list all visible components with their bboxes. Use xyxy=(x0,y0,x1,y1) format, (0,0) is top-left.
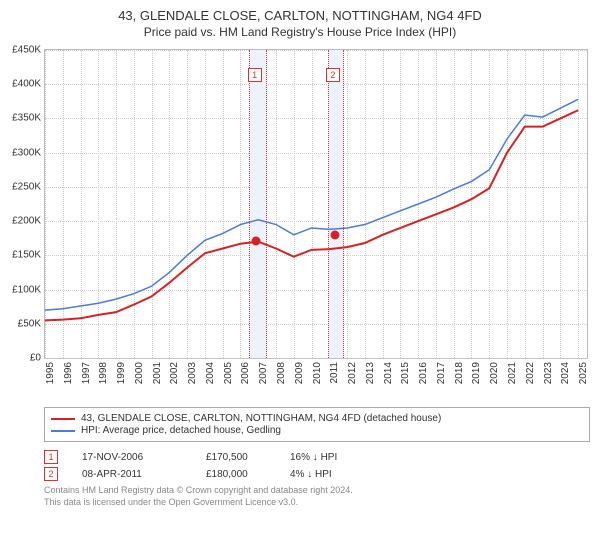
sale-index: 2 xyxy=(44,467,58,481)
x-tick-label: 2012 xyxy=(347,362,358,384)
sale-marker xyxy=(252,237,261,246)
y-tick-label: £50K xyxy=(18,318,41,329)
x-tick-label: 2003 xyxy=(187,362,198,384)
x-tick-label: 2006 xyxy=(240,362,251,384)
x-tick-label: 2021 xyxy=(507,362,518,384)
sales-table: 1 17-NOV-2006 £170,500 16% ↓ HPI 2 08-APR-201… xyxy=(44,450,590,481)
price-chart: £0£50K£100K£150K£200K£250K£300K£350K£400… xyxy=(44,43,588,403)
x-tick-label: 2025 xyxy=(578,362,589,384)
x-tick-label: 2018 xyxy=(454,362,465,384)
x-tick-label: 2014 xyxy=(383,362,394,384)
x-tick-label: 2015 xyxy=(400,362,411,384)
y-tick-label: £400K xyxy=(12,79,41,90)
x-tick-label: 1998 xyxy=(98,362,109,384)
page-title: 43, GLENDALE CLOSE, CARLTON, NOTTINGHAM,… xyxy=(8,8,592,23)
sale-price: £170,500 xyxy=(206,452,266,463)
x-tick-label: 2002 xyxy=(169,362,180,384)
legend-label: HPI: Average price, detached house, Gedl… xyxy=(81,425,281,436)
sale-marker xyxy=(330,230,339,239)
sale-index: 1 xyxy=(44,450,58,464)
x-tick-label: 2000 xyxy=(134,362,145,384)
footer-line: Contains HM Land Registry data © Crown c… xyxy=(44,485,590,497)
x-tick-label: 2023 xyxy=(543,362,554,384)
x-tick-label: 2020 xyxy=(489,362,500,384)
footer-attribution: Contains HM Land Registry data © Crown c… xyxy=(44,485,590,508)
legend-swatch xyxy=(51,418,75,420)
page-subtitle: Price paid vs. HM Land Registry's House … xyxy=(8,25,592,39)
footer-line: This data is licensed under the Open Gov… xyxy=(44,497,590,509)
series-line xyxy=(45,110,578,320)
legend-item: 43, GLENDALE CLOSE, CARLTON, NOTTINGHAM,… xyxy=(51,413,583,424)
legend: 43, GLENDALE CLOSE, CARLTON, NOTTINGHAM,… xyxy=(44,407,590,442)
x-tick-label: 2024 xyxy=(560,362,571,384)
x-tick-label: 2005 xyxy=(223,362,234,384)
y-tick-label: £300K xyxy=(12,147,41,158)
x-tick-label: 1996 xyxy=(63,362,74,384)
x-tick-label: 2017 xyxy=(436,362,447,384)
gridline xyxy=(45,358,587,359)
y-tick-label: £450K xyxy=(12,45,41,56)
y-tick-label: £350K xyxy=(12,113,41,124)
legend-label: 43, GLENDALE CLOSE, CARLTON, NOTTINGHAM,… xyxy=(81,413,441,424)
x-tick-label: 2007 xyxy=(258,362,269,384)
y-tick-label: £200K xyxy=(12,216,41,227)
x-tick-label: 2011 xyxy=(329,362,340,384)
x-tick-label: 1997 xyxy=(81,362,92,384)
x-tick-label: 1999 xyxy=(116,362,127,384)
x-tick-label: 2016 xyxy=(418,362,429,384)
x-tick-label: 2008 xyxy=(276,362,287,384)
legend-swatch xyxy=(51,430,75,432)
x-tick-label: 2022 xyxy=(525,362,536,384)
sale-date: 08-APR-2011 xyxy=(82,469,182,480)
y-tick-label: £100K xyxy=(12,284,41,295)
sale-price: £180,000 xyxy=(206,469,266,480)
x-tick-label: 2013 xyxy=(365,362,376,384)
x-tick-label: 2009 xyxy=(294,362,305,384)
series-line xyxy=(45,99,578,310)
y-tick-label: £0 xyxy=(30,353,41,364)
sale-row: 2 08-APR-2011 £180,000 4% ↓ HPI xyxy=(44,467,590,481)
series-layer xyxy=(45,50,587,358)
x-tick-label: 1995 xyxy=(45,362,56,384)
x-tick-label: 2001 xyxy=(152,362,163,384)
y-tick-label: £150K xyxy=(12,250,41,261)
legend-item: HPI: Average price, detached house, Gedl… xyxy=(51,425,583,436)
y-tick-label: £250K xyxy=(12,181,41,192)
sale-diff: 16% ↓ HPI xyxy=(290,452,337,463)
x-tick-label: 2019 xyxy=(471,362,482,384)
x-tick-label: 2010 xyxy=(312,362,323,384)
sale-diff: 4% ↓ HPI xyxy=(290,469,332,480)
sale-row: 1 17-NOV-2006 £170,500 16% ↓ HPI xyxy=(44,450,590,464)
x-tick-label: 2004 xyxy=(205,362,216,384)
sale-date: 17-NOV-2006 xyxy=(82,452,182,463)
